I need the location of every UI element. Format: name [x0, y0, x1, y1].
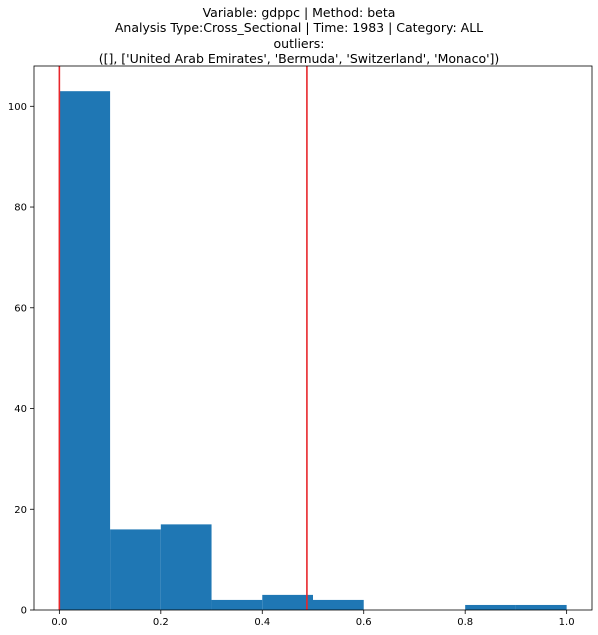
chart-title: Variable: gdppc | Method: beta Analysis …	[0, 5, 598, 66]
histogram-bar-4	[262, 594, 313, 610]
title-line-4: ([], ['United Arab Emirates', 'Bermuda',…	[98, 50, 500, 66]
x-tick-label-2: 0.4	[254, 617, 270, 628]
title-line-2: Analysis Type:Cross_Sectional | Time: 19…	[114, 20, 484, 36]
x-axis-ticks: 0.0 0.2 0.4 0.6 0.8 1.0	[51, 610, 575, 628]
histogram-bar-1	[110, 529, 161, 610]
y-tick-label-2: 40	[14, 404, 27, 415]
histogram-bar-9	[515, 604, 567, 610]
y-axis-ticks: 0 20 40 60 80 100	[8, 102, 34, 617]
histogram-bar-2	[160, 524, 212, 610]
histogram-bar-0	[59, 91, 111, 611]
vertical-lines-group	[58, 66, 308, 610]
histogram-bar-5	[313, 599, 364, 610]
y-tick-label-4: 80	[14, 203, 27, 214]
histogram-bar-8	[465, 604, 516, 610]
y-tick-label-3: 60	[14, 303, 27, 314]
y-tick-label-0: 0	[21, 606, 27, 617]
title-line-1: Variable: gdppc | Method: beta	[202, 5, 396, 20]
title-line-3: outliers:	[273, 35, 325, 51]
histogram-bar-3	[211, 599, 263, 610]
y-tick-label-1: 20	[14, 505, 27, 516]
x-tick-label-1: 0.2	[153, 617, 169, 628]
plot-frame	[33, 65, 593, 611]
bars-group	[59, 91, 567, 611]
y-tick-label-5: 100	[8, 102, 27, 113]
x-tick-label-4: 0.8	[457, 617, 473, 628]
x-tick-label-3: 0.6	[356, 617, 372, 628]
x-tick-label-5: 1.0	[559, 617, 575, 628]
x-tick-label-0: 0.0	[51, 617, 67, 628]
